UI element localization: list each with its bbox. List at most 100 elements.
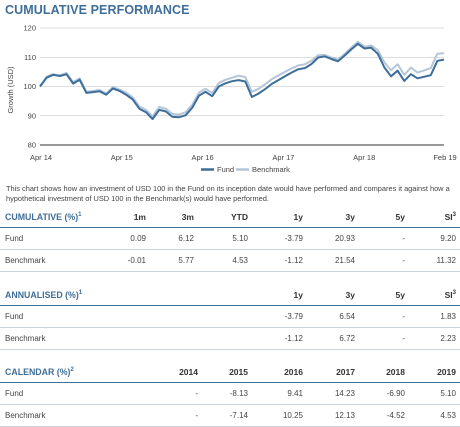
footnote-marker: 3: [452, 211, 456, 218]
table-cell: 5.10: [194, 227, 248, 250]
column-header: 1y: [251, 284, 303, 306]
x-tick-label: Apr 17: [272, 153, 294, 162]
row-label: Fund: [0, 227, 98, 250]
calendar-header-row: CALENDAR (%)2 2014 2015 2016 2017 2018 2019: [0, 361, 460, 383]
table-cell: -1.12: [248, 249, 303, 272]
cumulative-header-row: CUMULATIVE (%)1 1m 3m YTD 1y 3y 5y SI3: [0, 206, 460, 228]
table-cell: 10.25: [248, 404, 303, 427]
table-row: Fund -3.79 6.54-1.83: [0, 305, 460, 328]
table-cell: -8.13: [198, 382, 248, 405]
table-cell: -: [148, 404, 198, 427]
column-header: 1y: [248, 206, 303, 228]
chart-legend: Fund Benchmark: [201, 165, 290, 174]
x-tick-labels: Apr 14 Apr 15 Apr 16 Apr 17 Apr 18 Feb 19: [30, 153, 457, 162]
footnote-marker: 3: [452, 289, 456, 296]
column-header: 3m: [146, 206, 194, 228]
table-cell: -4.52: [355, 404, 405, 427]
footnote-marker: 2: [70, 366, 74, 373]
table-cell: 1.83: [405, 305, 456, 328]
annualised-table: ANNUALISED (%)1 1y 3y 5y SI3 Fund -3.79 6.54-1.…: [0, 284, 460, 350]
column-header: 1m: [98, 206, 146, 228]
column-header: 2018: [355, 361, 405, 383]
table-cell: 5.77: [146, 249, 194, 272]
footnote-marker: 1: [78, 289, 83, 296]
legend-label-fund: Fund: [217, 165, 234, 174]
x-tick-label: Apr 18: [353, 153, 375, 162]
column-header: 2014: [148, 361, 198, 383]
calendar-table: CALENDAR (%)2 2014 2015 2016 2017 2018 2019 Fun…: [0, 361, 460, 427]
table-row: Fund 0.09 6.12 5.10 -3.79 20.93-9.20: [0, 227, 460, 250]
table-row: Fund - -8.13 9.41 14.23 -6.90 5.10: [0, 382, 460, 405]
x-tick-label: Apr 16: [192, 153, 214, 162]
table-row: Benchmark -1.12 6.72-2.23: [0, 327, 460, 350]
calendar-title: CALENDAR (%)2: [0, 361, 148, 383]
table-cell: 4.53: [405, 404, 456, 427]
table-cell: 6.54: [303, 305, 355, 328]
table-cell: 6.72: [303, 327, 355, 350]
column-header: 2017: [303, 361, 355, 383]
footnote-marker: 1: [78, 211, 82, 218]
row-label: Fund: [0, 382, 148, 405]
table-cell: -: [355, 249, 405, 272]
table-cell: 21.54: [303, 249, 355, 272]
x-tick-label: Feb 19: [433, 153, 456, 162]
table-cell: -: [355, 327, 405, 350]
table-cell: -0.01: [98, 249, 146, 272]
annualised-header-row: ANNUALISED (%)1 1y 3y 5y SI3: [0, 284, 460, 306]
x-tick-label: Apr 15: [111, 153, 133, 162]
column-header: 2015: [198, 361, 248, 383]
table-cell: -: [355, 305, 405, 328]
column-header: 3y: [303, 206, 355, 228]
table-cell: -6.90: [355, 382, 405, 405]
table-cell: 14.23: [303, 382, 355, 405]
table-cell: 5.10: [405, 382, 456, 405]
y-tick-label: 120: [23, 24, 36, 33]
table-cell: -3.79: [251, 305, 303, 328]
table-cell: 6.12: [146, 227, 194, 250]
legend-label-benchmark: Benchmark: [252, 165, 290, 174]
row-label: Benchmark: [0, 249, 98, 272]
table-cell: -: [148, 382, 198, 405]
cumulative-table: CUMULATIVE (%)1 1m 3m YTD 1y 3y 5y SI3 Fund 0.09 6…: [0, 206, 460, 272]
column-header: 3y: [303, 284, 355, 306]
table-cell: 9.20: [405, 227, 456, 250]
y-tick-label: 80: [28, 141, 36, 150]
x-tick-label: Apr 14: [30, 153, 52, 162]
chart-grid: [40, 27, 444, 146]
table-cell: 20.93: [303, 227, 355, 250]
series-line-fund: [39, 42, 445, 120]
y-tick-label: 90: [28, 111, 36, 120]
page-title: CUMULATIVE PERFORMANCE: [5, 3, 190, 17]
column-header: 2016: [248, 361, 303, 383]
table-row: Benchmark - -7.14 10.25 12.13 -4.52 4.53: [0, 404, 460, 427]
series-line-benchmark: [39, 40, 445, 118]
column-header: 5y: [355, 284, 405, 306]
y-tick-label: 110: [24, 53, 36, 62]
column-header: 5y: [355, 206, 405, 228]
y-tick-label: 100: [23, 82, 36, 91]
y-tick-labels: 120 110 100 90 80: [23, 24, 36, 150]
table-cell: 12.13: [303, 404, 355, 427]
row-label: Fund: [0, 305, 251, 328]
row-label: Benchmark: [0, 327, 251, 350]
table-cell: 4.53: [194, 249, 248, 272]
y-axis-label: Growth (USD): [6, 66, 15, 114]
column-header: YTD: [194, 206, 248, 228]
column-header: 2019: [405, 361, 456, 383]
table-cell: -: [355, 227, 405, 250]
annualised-title: ANNUALISED (%)1: [0, 284, 251, 306]
table-row: Benchmark -0.01 5.77 4.53 -1.12 21.54-11.32: [0, 249, 460, 272]
table-cell: 11.32: [405, 249, 456, 272]
table-cell: -3.79: [248, 227, 303, 250]
table-cell: 9.41: [248, 382, 303, 405]
table-cell: -7.14: [198, 404, 248, 427]
column-header: SI3: [405, 206, 456, 228]
row-label: Benchmark: [0, 404, 148, 427]
column-header: SI3: [405, 284, 456, 306]
table-cell: 0.09: [98, 227, 146, 250]
table-cell: 2.23: [405, 327, 456, 350]
chart-note: This chart shows how an investment of US…: [6, 184, 450, 203]
chart-lines: [39, 40, 445, 120]
table-cell: -1.12: [251, 327, 303, 350]
